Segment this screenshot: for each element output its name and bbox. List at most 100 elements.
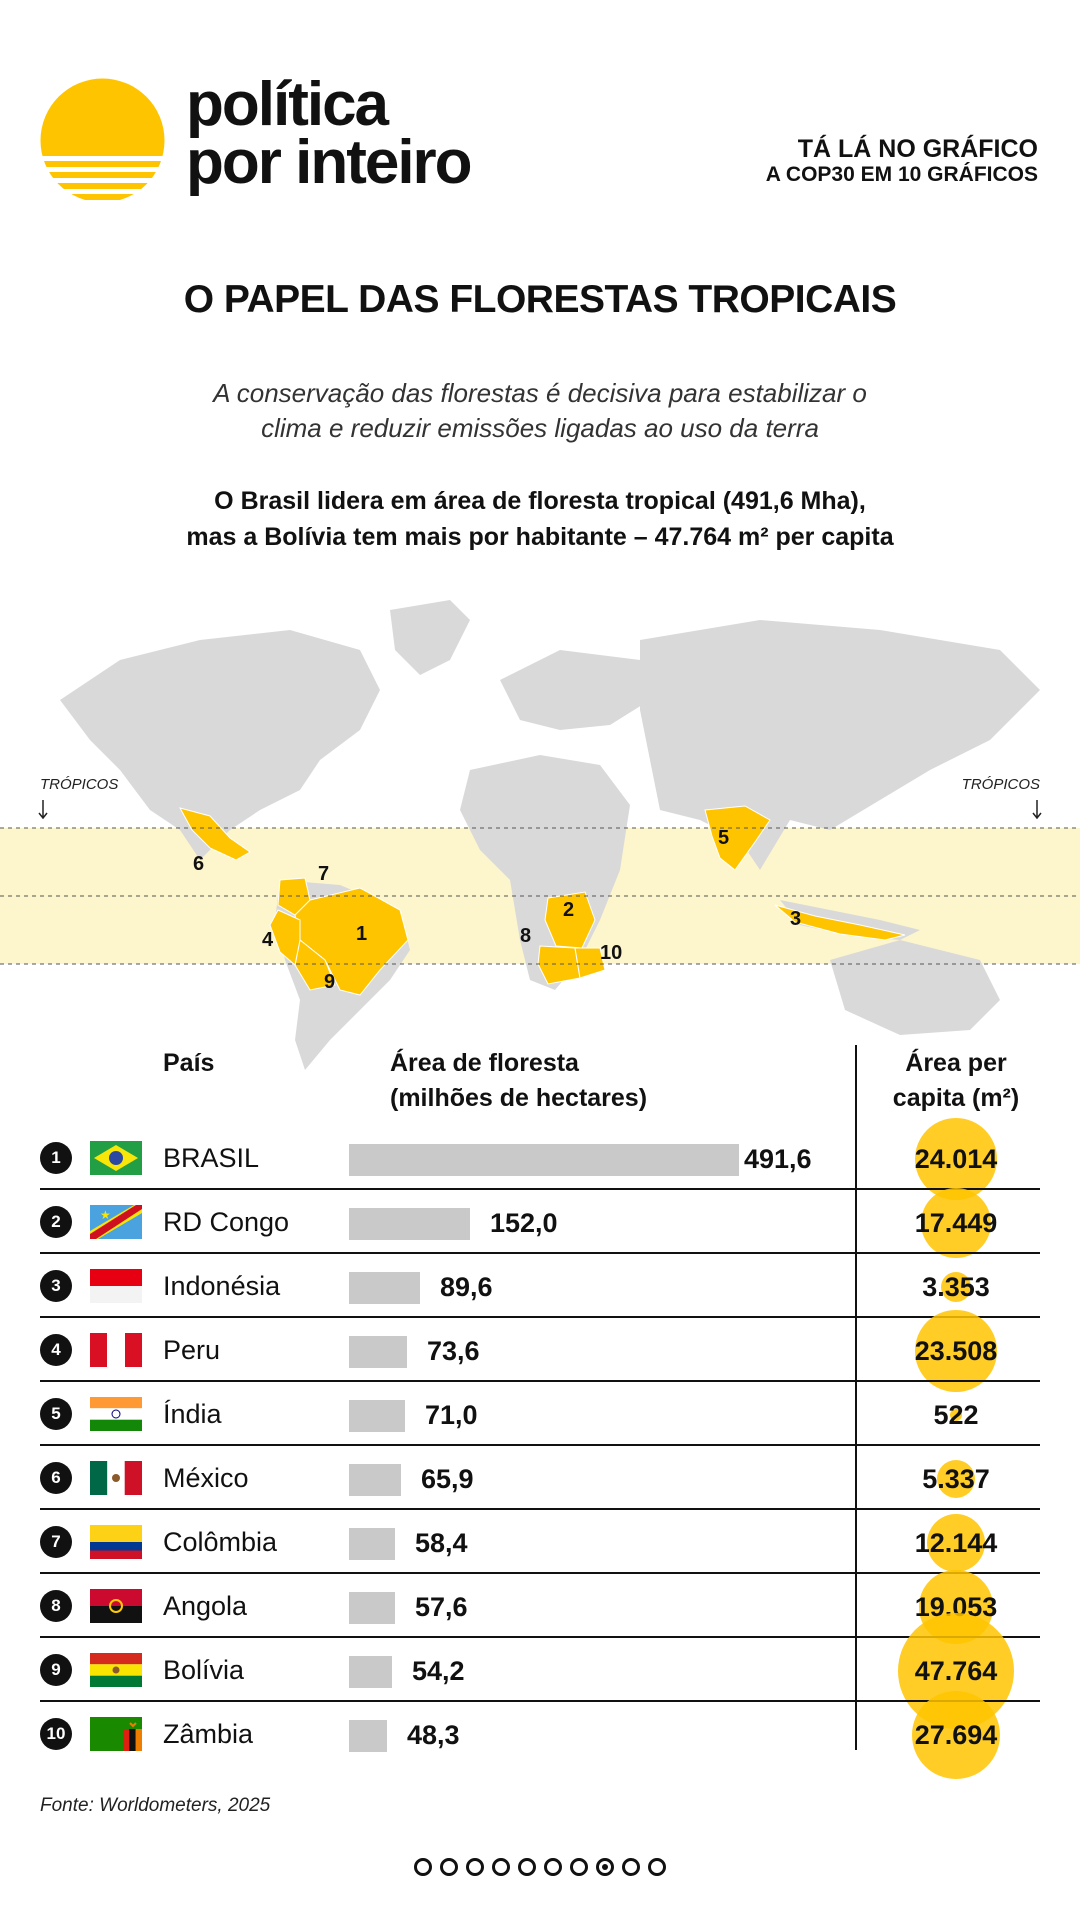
forest-area-bar [349, 1592, 395, 1624]
row-divider [40, 1188, 1040, 1190]
per-capita-bubble [936, 1459, 976, 1499]
table-row: 10 Zâmbia 48,3 27.694 [40, 1690, 1040, 1780]
rank-badge: 10 [40, 1718, 72, 1750]
forest-area-value: 89,6 [440, 1272, 493, 1302]
table-row: 1 BRASIL 491,6 24.014 [40, 1117, 1040, 1201]
kicker-line-2: A COP30 EM 10 GRÁFICOS [765, 163, 1038, 186]
series-kicker: TÁ LÁ NO GRÁFICO A COP30 EM 10 GRÁFICOS [766, 136, 1038, 188]
pagination-dots [0, 1858, 1080, 1876]
table-row: 4 Peru 73,6 23.508 [40, 1310, 1040, 1392]
country-name: BRASIL [163, 1143, 260, 1173]
column-divider [855, 1045, 857, 1750]
table-row: 5 Índia 71,0 522 [40, 1382, 1040, 1446]
subtitle: A conservação das florestas é decisiva p… [90, 376, 990, 446]
zambia-flag-icon [90, 1717, 142, 1751]
per-capita-value: 27.694 [914, 1720, 998, 1750]
mexico-flag-icon [90, 1461, 142, 1495]
forest-area-bar [349, 1272, 420, 1304]
source-note: Fonte: Worldometers, 2025 [40, 1795, 271, 1816]
pagination-dot[interactable] [648, 1858, 666, 1876]
rank-badge: 2 [40, 1206, 72, 1238]
forest-area-bar [349, 1336, 407, 1368]
row-divider [40, 1636, 1040, 1638]
pagination-dot[interactable] [466, 1858, 484, 1876]
map-marker-3: 3 [790, 908, 801, 930]
row-divider [40, 1316, 1040, 1318]
forest-area-value: 54,2 [412, 1656, 465, 1686]
brand-line-1: política [186, 70, 389, 139]
india-flag-icon [90, 1397, 142, 1431]
svg-text:★: ★ [100, 1208, 111, 1222]
pagination-dot[interactable] [492, 1858, 510, 1876]
forest-area-bar [349, 1144, 739, 1176]
per-capita-value: 3.353 [922, 1272, 990, 1302]
forest-area-value: 65,9 [421, 1464, 474, 1494]
tropics-label-right: TRÓPICOS [961, 776, 1040, 793]
per-capita-bubble [940, 1271, 972, 1303]
brand-line-2: por inteiro [186, 128, 473, 197]
pagination-dot[interactable] [544, 1858, 562, 1876]
pagination-dot[interactable] [570, 1858, 588, 1876]
forest-area-value: 491,6 [744, 1144, 812, 1174]
country-angola [537, 945, 581, 985]
country-name: Indonésia [163, 1271, 281, 1301]
map-marker-2: 2 [563, 899, 574, 921]
colombia-flag-icon [90, 1525, 142, 1559]
per-capita-bubble [926, 1513, 986, 1573]
land-north-america [60, 630, 380, 860]
column-header-forest-area: Área de floresta (milhões de hectares) [390, 1046, 647, 1116]
angola-flag-icon [90, 1589, 142, 1623]
forest-area-bar [349, 1208, 470, 1240]
rank-badge: 7 [40, 1526, 72, 1558]
country-name: Bolívia [163, 1655, 245, 1685]
page-title: O PAPEL DAS FLORESTAS TROPICAIS [183, 278, 897, 321]
map-marker-8: 8 [520, 925, 531, 947]
forest-area-value: 152,0 [490, 1208, 558, 1238]
country-name: Angola [163, 1591, 248, 1621]
row-divider [40, 1700, 1040, 1702]
peru-flag-icon [90, 1333, 142, 1367]
forest-area-bar [349, 1528, 395, 1560]
tropics-arrow-left-icon [38, 800, 48, 820]
rank-badge: 6 [40, 1462, 72, 1494]
forest-area-value: 48,3 [407, 1720, 460, 1750]
brand-name: política por inteiro [186, 70, 473, 197]
pagination-dot[interactable] [440, 1858, 458, 1876]
subtitle-line-1: A conservação das florestas é decisiva p… [213, 378, 867, 408]
pagination-dot[interactable] [414, 1858, 432, 1876]
indonesia-flag-icon [90, 1269, 142, 1303]
table-row: 8 Angola 57,6 19.053 [40, 1570, 1040, 1644]
dr-congo-flag-icon: ★ [90, 1205, 142, 1239]
pagination-dot[interactable] [622, 1858, 640, 1876]
key-finding-line-2: mas a Bolívia tem mais por habitante – 4… [186, 523, 894, 551]
per-capita-value: 17.449 [914, 1208, 998, 1238]
per-capita-value: 12.144 [914, 1528, 998, 1558]
tropics-arrow-right-icon [1032, 800, 1042, 820]
column-header-per-capita: Área per capita (m²) [856, 1046, 1056, 1116]
subtitle-line-2: clima e reduzir emissões ligadas ao uso … [261, 413, 819, 443]
country-zambia [574, 947, 606, 979]
per-capita-value: 23.508 [914, 1336, 998, 1366]
bolivia-flag-icon [90, 1653, 142, 1687]
table-row: 2 ★ RD Congo 152,0 17.449 [40, 1187, 1040, 1259]
country-name: Peru [163, 1335, 221, 1365]
pagination-dot-active[interactable] [596, 1858, 614, 1876]
table-row: 6 México 65,9 5.337 [40, 1446, 1040, 1510]
land-greenland [390, 600, 470, 675]
country-name: México [163, 1463, 249, 1493]
per-capita-bubble [915, 1310, 997, 1392]
country-mexico [179, 807, 251, 861]
country-name: Índia [163, 1399, 222, 1429]
pagination-dot[interactable] [518, 1858, 536, 1876]
forest-area-bar [349, 1656, 392, 1688]
map-marker-1: 1 [356, 923, 367, 945]
forest-area-header-line-2: (milhões de hectares) [390, 1084, 648, 1112]
country-peru [269, 909, 301, 966]
row-divider [40, 1444, 1040, 1446]
country-name: RD Congo [163, 1207, 290, 1237]
per-capita-header-line-1: Área per [905, 1049, 1007, 1077]
per-capita-bubble [914, 1117, 998, 1201]
table-row: 7 Colômbia 58,4 12.144 [40, 1510, 1040, 1574]
country-indonesia [774, 904, 906, 941]
map-marker-7: 7 [318, 863, 329, 885]
